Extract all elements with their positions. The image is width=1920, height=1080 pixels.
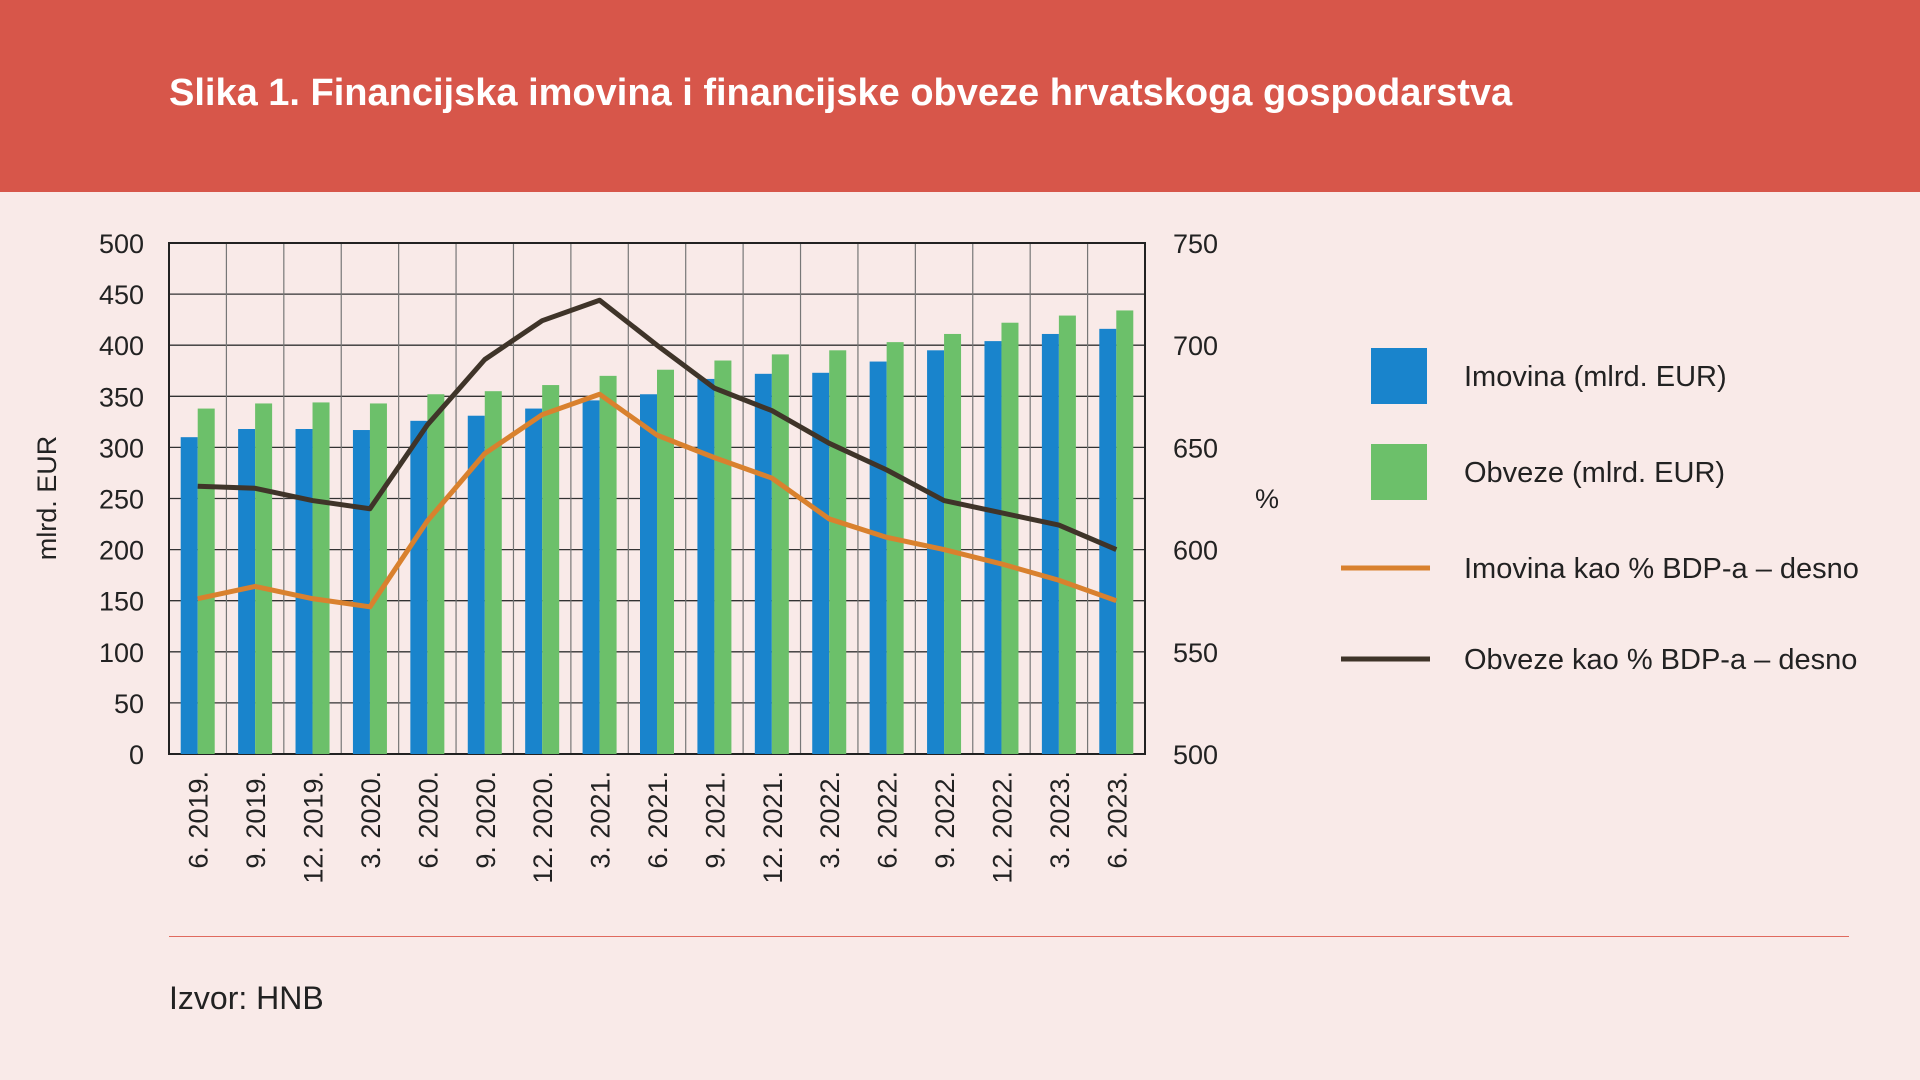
bar-imovina	[869, 361, 887, 754]
x-tick-label: 6. 2019.	[184, 771, 214, 869]
bar-obveze	[484, 391, 502, 754]
x-tick-label: 9. 2020.	[471, 771, 501, 869]
legend-label: Imovina kao % BDP-a – desno	[1464, 553, 1859, 585]
bar-obveze	[714, 360, 732, 754]
x-tick-label: 9. 2021.	[700, 771, 730, 869]
bar-imovina	[410, 420, 428, 754]
bar-obveze	[599, 375, 617, 754]
bar-imovina	[984, 341, 1002, 754]
bar-imovina	[812, 372, 830, 754]
y-tick-label: 200	[99, 536, 144, 566]
bar-obveze	[369, 403, 387, 754]
y-tick-label: 0	[129, 740, 144, 770]
bar-obveze	[312, 402, 330, 754]
y-tick-label: 250	[99, 485, 144, 515]
y2-tick-label: 650	[1173, 433, 1218, 463]
bar-obveze	[657, 369, 674, 754]
x-tick-label: 3. 2022.	[815, 771, 845, 869]
y-tick-label: 100	[99, 638, 144, 668]
bar-obveze	[771, 354, 789, 754]
x-tick-label: 12. 2019.	[299, 771, 329, 884]
bar-imovina	[352, 430, 370, 754]
y-tick-label: 50	[114, 689, 144, 719]
y-tick-label: 400	[99, 331, 144, 361]
bar-imovina	[927, 350, 945, 754]
y2-tick-label: 500	[1173, 740, 1218, 770]
bar-imovina	[582, 400, 600, 754]
bar-obveze	[886, 342, 904, 754]
bar-imovina	[697, 378, 715, 754]
y2-tick-label: 550	[1173, 638, 1218, 668]
divider	[169, 936, 1849, 937]
y-tick-label: 450	[99, 280, 144, 310]
x-tick-label: 6. 2021.	[643, 771, 673, 869]
bar-imovina	[295, 429, 313, 754]
y-tick-label: 350	[99, 382, 144, 412]
bar-obveze	[944, 333, 962, 754]
x-tick-label: 3. 2020.	[356, 771, 386, 869]
bar-obveze	[255, 403, 273, 754]
bar-obveze	[542, 385, 560, 754]
bar-obveze	[1058, 315, 1076, 754]
legend-swatch	[1371, 444, 1427, 500]
bar-imovina	[467, 415, 485, 754]
bar-imovina	[180, 437, 198, 754]
bar-obveze	[1116, 310, 1134, 754]
legend-swatch	[1371, 348, 1427, 404]
x-tick-label: 12. 2021.	[758, 771, 788, 884]
source-note: Izvor: HNB	[169, 980, 324, 1016]
bar-obveze	[197, 408, 215, 754]
x-tick-label: 6. 2023.	[1102, 771, 1132, 869]
bar-imovina	[1041, 333, 1059, 754]
x-tick-label: 9. 2019.	[241, 771, 271, 869]
bar-obveze	[427, 394, 445, 754]
bar-imovina	[525, 408, 543, 754]
y-tick-label: 150	[99, 587, 144, 617]
x-tick-label: 12. 2020.	[528, 771, 558, 884]
x-tick-label: 12. 2022.	[987, 771, 1017, 884]
x-tick-label: 9. 2022.	[930, 771, 960, 869]
bar-obveze	[1001, 322, 1019, 754]
bar-obveze	[829, 350, 847, 754]
x-tick-label: 3. 2023.	[1045, 771, 1075, 869]
bar-imovina	[238, 429, 256, 754]
y-tick-label: 500	[99, 229, 144, 259]
x-tick-label: 3. 2021.	[586, 771, 616, 869]
y-axis-label: mlrd. EUR	[32, 436, 62, 561]
bar-imovina	[640, 394, 657, 754]
legend-label: Obveze kao % BDP-a – desno	[1464, 644, 1857, 676]
y2-tick-label: 600	[1173, 536, 1218, 566]
header-banner: Slika 1. Financijska imovina i financijs…	[0, 0, 1920, 192]
y2-tick-label: 750	[1173, 229, 1218, 259]
bar-imovina	[1099, 328, 1117, 754]
y-tick-label: 300	[99, 433, 144, 463]
x-tick-label: 6. 2022.	[873, 771, 903, 869]
x-tick-label: 6. 2020.	[413, 771, 443, 869]
legend-label: Obveze (mlrd. EUR)	[1464, 457, 1725, 489]
legend-label: Imovina (mlrd. EUR)	[1464, 361, 1727, 393]
chart-title: Slika 1. Financijska imovina i financijs…	[169, 72, 1513, 114]
bar-imovina	[754, 373, 772, 754]
y2-tick-label: 700	[1173, 331, 1218, 361]
y2-axis-label: %	[1255, 484, 1279, 514]
